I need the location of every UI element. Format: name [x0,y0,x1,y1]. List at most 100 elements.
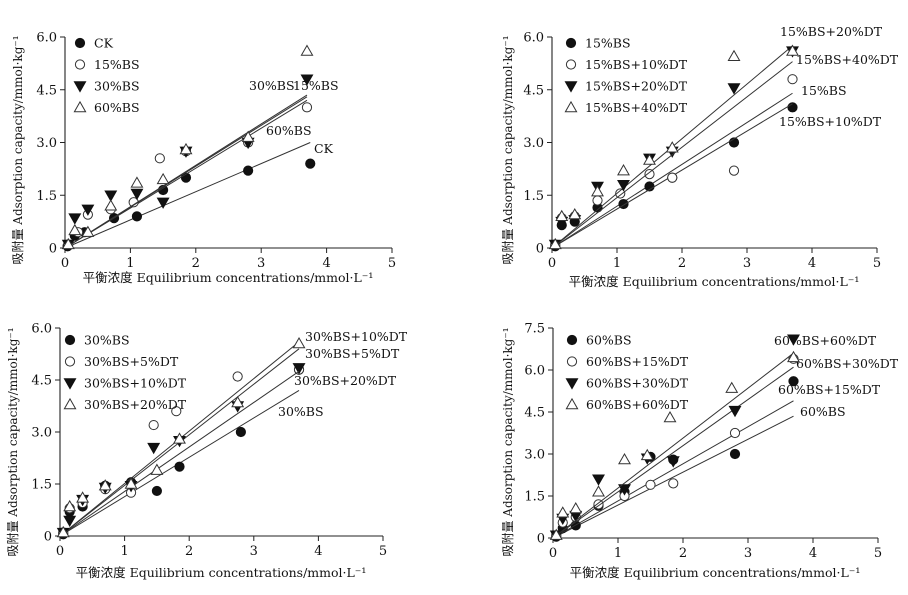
data-point [151,485,162,497]
series-4: 30%BS+20%DT [56,336,397,538]
data-point [301,102,313,113]
fit-line [551,61,793,249]
y-tick-label: 0 [49,242,57,257]
fit-line [552,400,794,539]
data-point [729,448,741,460]
y-tick-label: 1.5 [36,189,57,204]
data-point [618,452,631,465]
data-point [727,49,741,62]
y-tick-label: 1.5 [524,490,545,505]
x-tick-label: 4 [314,544,322,559]
fit-line-label: 30%BS+5%DT [305,346,400,361]
legend-label: 15%BS [94,57,140,72]
data-point [569,501,583,514]
y-tick-label: 3.0 [31,426,52,441]
x-tick-label: 5 [873,256,881,271]
data-point [548,237,562,250]
x-tick-label: 2 [678,256,686,271]
data-point [618,484,631,496]
data-point [593,499,604,510]
legend-marker [565,37,577,49]
x-tick-label: 3 [250,544,258,559]
data-point [727,83,741,95]
x-tick-label: 4 [809,546,817,561]
legend-label: 60%BS+30%DT [586,376,689,391]
data-point [725,381,739,393]
data-point [232,371,243,382]
x-tick-label: 5 [379,544,387,559]
data-point [81,204,95,216]
legend-label: 30%BS+5%DT [84,354,179,369]
data-point [787,334,800,346]
data-point [147,442,161,455]
data-point [130,188,144,201]
y-tick-label: 3.0 [524,448,545,463]
x-tick-label: 1 [126,256,134,271]
legend-marker [63,397,77,410]
x-tick-label: 3 [257,256,265,271]
data-point [645,479,656,490]
legend-marker [63,378,77,390]
x-axis-title: 平衡浓度 Equilibrium concentrations/mmol·L⁻¹ [569,274,860,289]
y-axis-title: 吸附量 Adsorption capacity/mmol·kg⁻¹ [11,35,25,264]
panel-1: 0 1 2 3 4 5 0 1.5 3.0 4.5 6.0 平衡浓度 Equilibrium conc… [11,31,396,286]
data-point [173,432,186,444]
data-point [292,363,306,375]
series-1: CK [62,141,334,252]
legend-label: 60%BS+60%DT [586,397,689,412]
data-point [592,474,605,486]
legend-label: 60%BS [586,333,632,348]
x-tick-label: 1 [613,256,621,271]
data-point [243,165,254,176]
x-tick-label: 4 [322,256,330,271]
data-point [81,225,95,237]
legend-marker [565,397,579,410]
data-point [667,172,678,183]
panel-3: 0 1 2 3 4 5 0 1.5 3.0 4.5 6.0 平衡浓度 Equilibrium conc… [6,322,408,581]
data-point [171,406,182,417]
y-tick-label: 7.5 [524,322,545,337]
data-point [788,376,799,387]
legend-marker [74,37,86,49]
legend-label: 60%BS+15%DT [586,354,689,369]
data-point [663,410,677,423]
data-point [728,405,742,418]
legend-label: 30%BS+20%DT [84,397,187,412]
legend-label: 30%BS [84,333,130,348]
legend-label: 30%BS+10%DT [84,376,187,391]
legend-marker [64,356,76,367]
data-point [148,419,159,431]
y-tick-label: 1.5 [523,189,544,204]
data-point [300,44,314,56]
x-tick-label: 3 [743,256,751,271]
data-point [241,130,255,142]
y-tick-label: 6.0 [31,322,52,337]
y-tick-label: 0 [44,530,52,545]
x-tick-label: 1 [614,546,622,561]
data-point [786,44,799,56]
data-point [549,528,563,540]
data-point [568,207,582,220]
series-3: 60%BS+30%DT [549,334,899,542]
data-point [591,185,604,197]
data-point [668,478,679,489]
fit-line-label: 15%BS+20%DT [780,24,883,39]
legend-marker [73,100,87,113]
legend-marker [64,334,76,346]
data-point [666,456,680,468]
fit-line-label: 60%BS+15%DT [778,382,881,397]
y-tick-label: 4.5 [523,83,544,98]
fit-line [59,370,300,537]
data-point [130,176,144,188]
fit-line-label: 15%BS [801,83,847,98]
series-4: 15%BS+40%DT [548,44,899,250]
x-tick-label: 5 [388,256,396,271]
data-point [556,506,570,518]
y-axis-title: 吸附量 Adsorption capacity/mmol·kg⁻¹ [501,35,515,264]
data-point [665,141,679,153]
fit-line-label: 30%BS+20%DT [294,373,397,388]
data-point [76,491,90,503]
panel-2: 0 1 2 3 4 5 0 1.5 3.0 4.5 6.0 平衡浓度 Equilibrium conc… [501,24,899,289]
